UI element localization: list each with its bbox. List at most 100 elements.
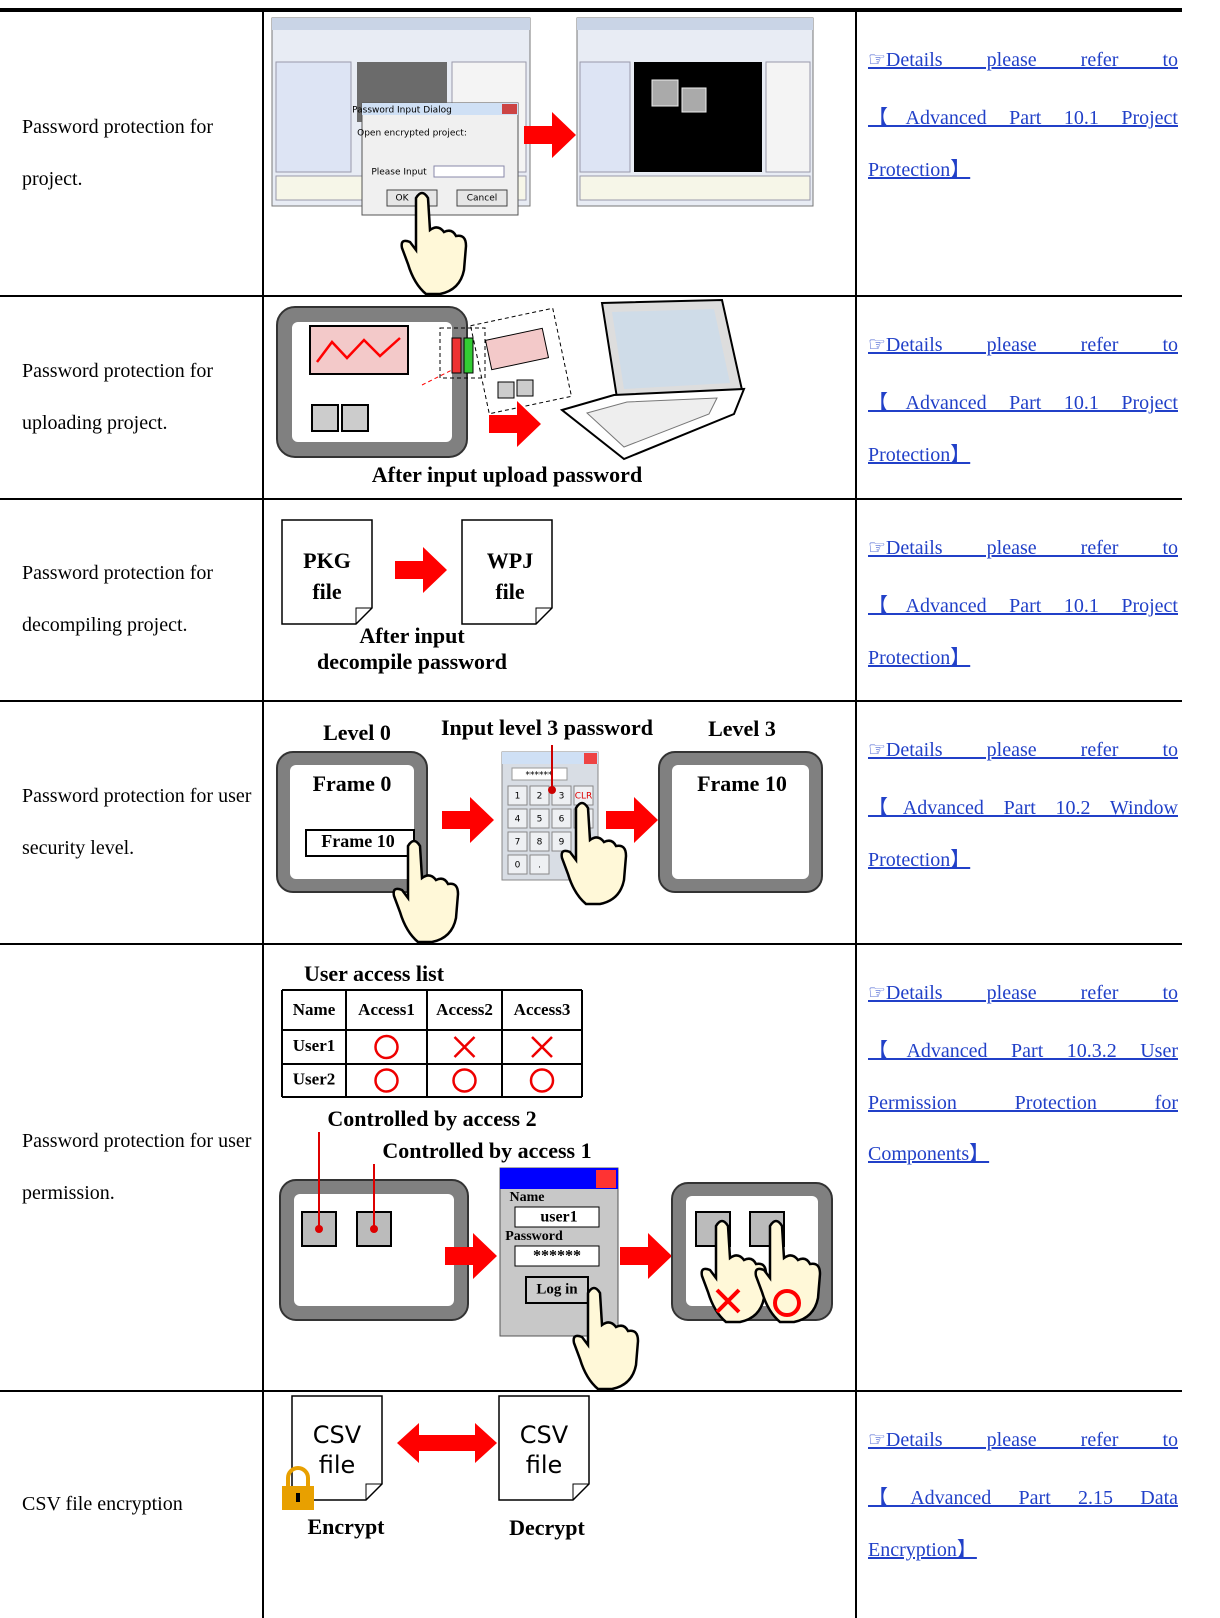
frame-label: Frame 0 xyxy=(313,771,392,796)
key-label: . xyxy=(538,861,541,871)
figures: Password Input Dialog Open encrypted pro… xyxy=(271,17,833,1540)
key xyxy=(551,785,572,806)
lock xyxy=(282,1466,314,1510)
link[interactable]: Protection】 xyxy=(868,159,971,181)
pointer-dot xyxy=(370,1225,378,1233)
link[interactable]: ☞Details please refer to xyxy=(868,537,1178,559)
key-label: 3 xyxy=(559,792,565,802)
key xyxy=(507,785,528,806)
description: Password protection for user security le… xyxy=(22,784,252,859)
description: Password protection for uploading projec… xyxy=(22,359,214,434)
denied-mark xyxy=(453,1036,476,1058)
link[interactable]: 【Advanced Part 10.3.2 User xyxy=(868,1040,1178,1062)
link[interactable]: 【Advanced Part 2.15 Data xyxy=(868,1487,1178,1509)
file-label: file xyxy=(495,579,525,604)
allowed-mark xyxy=(773,1289,801,1317)
caption: Encrypt xyxy=(308,1514,386,1539)
allowed-mark xyxy=(374,1034,399,1060)
link[interactable]: Protection】 xyxy=(868,849,971,871)
rule xyxy=(855,10,857,1618)
arrow xyxy=(606,797,658,843)
file-label: WPJ xyxy=(487,548,533,573)
caption: After input upload password xyxy=(372,462,642,487)
arrow xyxy=(442,797,494,843)
key-label: 0 xyxy=(515,861,521,871)
link[interactable]: Protection】 xyxy=(868,647,971,669)
button xyxy=(305,829,415,857)
caption: After input xyxy=(359,623,465,648)
description: Password protection for decompiling proj… xyxy=(22,562,214,636)
link[interactable]: 【Advanced Part 10.1 Project xyxy=(868,107,1178,129)
link[interactable]: Encryption】 xyxy=(868,1539,977,1561)
field-label: Password xyxy=(505,1229,563,1244)
ok-button: OK xyxy=(396,194,410,204)
file-label: CSV xyxy=(520,1421,569,1449)
level-label: Level 0 xyxy=(323,720,391,745)
key xyxy=(507,808,528,829)
header-cell: Name xyxy=(293,1000,336,1019)
key-label: 8 xyxy=(537,838,543,848)
file-label: PKG xyxy=(303,548,351,573)
header-cell: Access3 xyxy=(514,1000,571,1019)
header-cell: Access1 xyxy=(358,1000,415,1019)
button-label: Frame 10 xyxy=(321,831,394,851)
key-label: 7 xyxy=(515,838,521,848)
caption: decompile password xyxy=(317,649,507,674)
rule xyxy=(0,295,1182,297)
dialog-text: Open encrypted project: xyxy=(357,129,467,139)
arrow xyxy=(620,1233,672,1279)
caption: Decrypt xyxy=(509,1515,585,1540)
description: Password protection for user permission. xyxy=(22,1129,252,1204)
key-label: CLR xyxy=(575,792,593,802)
rule xyxy=(262,10,264,1618)
screenshot-project xyxy=(576,17,814,207)
rule xyxy=(0,943,1182,945)
link[interactable]: Permission Protection for xyxy=(868,1092,1178,1114)
key-label: 9 xyxy=(559,838,565,848)
allowed-mark xyxy=(529,1068,555,1093)
link[interactable]: 【Advanced Part 10.1 Project xyxy=(868,392,1178,414)
rule xyxy=(0,498,1182,500)
description: Password protection for project. xyxy=(22,115,214,190)
link[interactable]: Components】 xyxy=(868,1143,990,1165)
link[interactable]: ☞Details please refer to xyxy=(868,334,1178,356)
field-label: Name xyxy=(510,1190,545,1205)
key-label: 6 xyxy=(559,815,565,825)
arrow xyxy=(524,112,576,158)
header-cell: Access2 xyxy=(436,1000,493,1019)
file-label: CSV xyxy=(313,1421,362,1449)
key-label: 5 xyxy=(537,815,543,825)
link[interactable]: ☞Details please refer to xyxy=(868,1429,1178,1451)
access-table: Name Access1 Access2 Access3 User1 User2 xyxy=(281,989,583,1098)
link[interactable]: ☞Details please refer to xyxy=(868,49,1178,71)
link[interactable]: Protection】 xyxy=(868,444,971,466)
frame-label: Frame 10 xyxy=(697,771,787,796)
cancel-button: Cancel xyxy=(467,194,498,204)
file-label: file xyxy=(312,579,342,604)
prompt: Please Input xyxy=(371,168,427,178)
display: ****** xyxy=(526,771,554,781)
link[interactable]: ☞Details please refer to xyxy=(868,982,1178,1004)
field-value: ****** xyxy=(533,1248,581,1265)
link[interactable]: ☞Details please refer to xyxy=(868,739,1178,761)
key xyxy=(551,831,572,852)
level-label: Level 3 xyxy=(708,716,776,741)
key-label: 4 xyxy=(515,815,521,825)
description: CSV file encryption xyxy=(22,1493,183,1515)
password-dialog: Password Input Dialog Open encrypted pro… xyxy=(352,102,519,216)
transfer xyxy=(421,307,573,415)
screen xyxy=(672,765,809,879)
pointer-dot xyxy=(315,1225,323,1233)
link[interactable]: 【Advanced Part 10.1 Project xyxy=(868,595,1178,617)
key-label: 2 xyxy=(537,792,543,802)
link[interactable]: 【Advanced Part 10.2 Window xyxy=(868,797,1178,819)
field-value: user1 xyxy=(540,1209,577,1226)
caption: Controlled by access 1 xyxy=(382,1138,591,1163)
file-label: file xyxy=(526,1451,563,1479)
key xyxy=(529,808,550,829)
laptop xyxy=(559,298,746,461)
list-title: User access list xyxy=(304,961,445,986)
caption: Controlled by access 2 xyxy=(327,1106,536,1131)
allowed-mark xyxy=(452,1068,477,1093)
